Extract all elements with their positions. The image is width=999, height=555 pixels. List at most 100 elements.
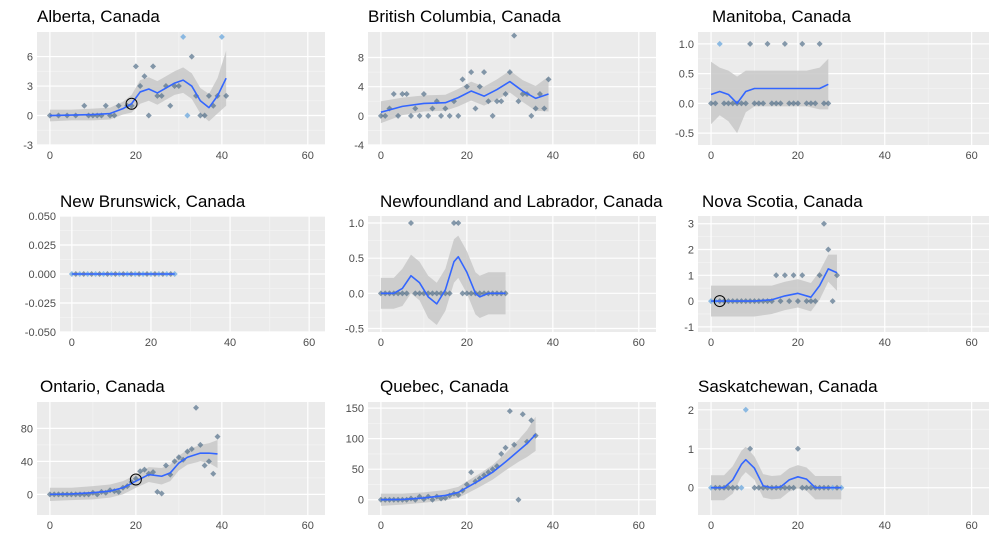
confidence-band <box>711 58 829 134</box>
data-point <box>807 484 814 491</box>
data-point <box>807 298 814 305</box>
data-point <box>180 33 187 40</box>
facet-panel-1: 0 20 40 60 -3 0 3 6 Alberta, Canada <box>23 7 325 162</box>
data-point <box>115 102 122 109</box>
data-point <box>721 100 728 107</box>
y-tick-label: 0.5 <box>349 253 364 265</box>
x-tick-label: 0 <box>708 150 714 162</box>
x-tick-label: 0 <box>378 520 384 532</box>
data-point <box>137 83 144 90</box>
data-point <box>734 484 741 491</box>
data-point <box>403 290 410 297</box>
data-point <box>712 100 719 107</box>
facet-title: Nova Scotia, Canada <box>702 192 863 211</box>
data-point <box>755 100 762 107</box>
data-point <box>515 496 522 503</box>
x-tick-label: 40 <box>879 150 891 162</box>
y-tick-label: 0 <box>688 296 694 308</box>
data-point <box>777 298 784 305</box>
data-point <box>111 112 118 119</box>
data-point <box>81 102 88 109</box>
data-point <box>493 98 500 105</box>
data-point <box>511 441 518 448</box>
x-tick-label: 60 <box>633 520 645 532</box>
data-point <box>498 450 505 457</box>
data-point <box>197 112 204 119</box>
trend-line <box>49 77 227 117</box>
trend-line <box>380 255 506 305</box>
data-point <box>150 469 157 476</box>
data-point <box>790 100 797 107</box>
y-tick-label: 1 <box>688 444 694 456</box>
y-tick-label: -0.5 <box>675 128 694 140</box>
data-point <box>463 83 470 90</box>
data-point <box>171 458 178 465</box>
x-tick-label: 20 <box>145 337 157 349</box>
x-tick-label: 60 <box>633 337 645 349</box>
data-point <box>816 40 823 47</box>
current-marker <box>125 97 138 110</box>
y-tick-label: -3 <box>23 140 33 152</box>
y-tick-label: 0.5 <box>679 69 694 81</box>
x-tick-label: 20 <box>461 337 473 349</box>
data-point <box>459 76 466 83</box>
data-point <box>485 98 492 105</box>
data-point <box>786 298 793 305</box>
data-point <box>524 438 531 445</box>
data-point <box>197 441 204 448</box>
data-point <box>738 484 745 491</box>
data-point <box>429 496 436 503</box>
data-point <box>825 246 832 253</box>
data-point <box>502 444 509 451</box>
y-tick-label: 0.025 <box>28 240 56 252</box>
y-tick-label: -1 <box>684 322 694 334</box>
data-point <box>382 112 389 119</box>
data-point <box>747 40 754 47</box>
data-point <box>175 83 182 90</box>
x-tick-label: 20 <box>792 337 804 349</box>
x-tick-label: 0 <box>378 150 384 162</box>
data-point <box>729 484 736 491</box>
data-point <box>820 100 827 107</box>
y-tick-label: 4 <box>358 82 364 94</box>
x-tick-label: 40 <box>216 150 228 162</box>
trend-line <box>710 83 829 105</box>
data-point <box>807 100 814 107</box>
y-tick-label: 150 <box>346 403 364 415</box>
y-tick-label: 8 <box>358 53 364 65</box>
data-point <box>223 92 230 99</box>
plot-area <box>708 220 840 317</box>
y-tick-label: 1.0 <box>679 39 694 51</box>
facet-title: Newfoundland and Labrador, Canada <box>380 192 663 211</box>
data-point <box>377 112 384 119</box>
data-point <box>812 100 819 107</box>
data-point <box>429 290 436 297</box>
data-point <box>115 488 122 495</box>
confidence-band <box>380 235 506 325</box>
facet-panel-7: 0 20 40 60 0 40 80 Ontario, Canada <box>21 377 325 532</box>
facet-title: Ontario, Canada <box>40 377 165 396</box>
data-point <box>742 100 749 107</box>
data-point <box>519 411 526 418</box>
y-tick-label: 3 <box>27 81 33 93</box>
data-point <box>716 40 723 47</box>
data-point <box>390 90 397 97</box>
confidence-band <box>380 416 536 506</box>
facet-panel-6: 0 20 40 60 -1 0 1 2 3 Nova Scotia, Canada <box>684 192 989 349</box>
trend-line <box>711 268 838 302</box>
data-point <box>803 484 810 491</box>
x-tick-label: 40 <box>547 150 559 162</box>
data-point <box>825 100 832 107</box>
trend-line <box>380 433 537 501</box>
data-point <box>725 100 732 107</box>
data-point <box>528 112 535 119</box>
x-tick-label: 20 <box>792 520 804 532</box>
data-point <box>472 105 479 112</box>
x-tick-label: 20 <box>461 150 473 162</box>
data-point <box>820 220 827 227</box>
facet-panel-9: 0 20 40 60 0 1 2 Saskatchewan, Canada <box>688 377 989 532</box>
data-point <box>747 445 754 452</box>
data-point <box>184 448 191 455</box>
facet-panel-3: 0 20 40 60 -0.5 0.0 0.5 1.0 Manitoba, Canada <box>675 7 989 162</box>
data-point <box>420 90 427 97</box>
